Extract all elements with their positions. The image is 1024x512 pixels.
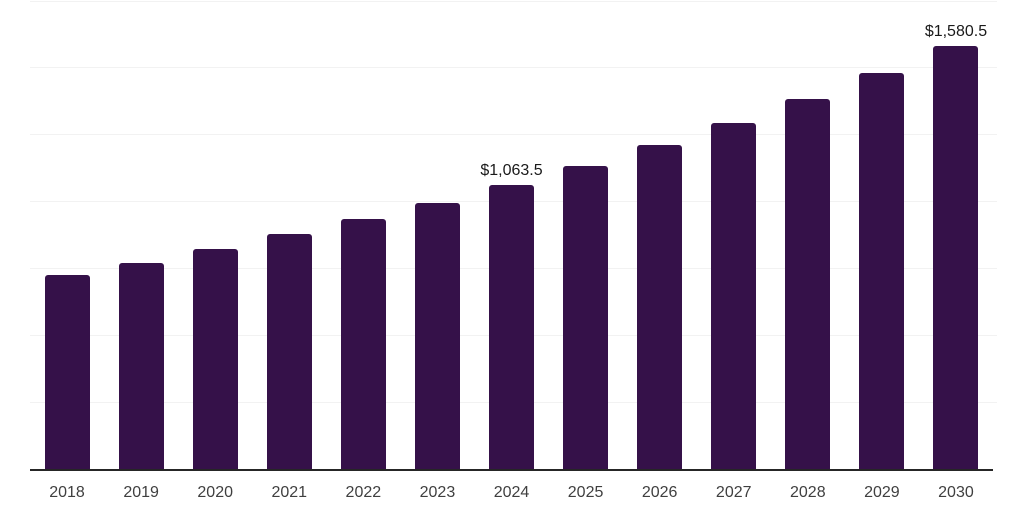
x-tick-label-2028: 2028 (790, 484, 826, 501)
bar-2019 (118, 262, 164, 469)
bar-2026 (637, 145, 683, 469)
data-label-2024: $1,063.5 (480, 161, 543, 179)
x-tick-label-2020: 2020 (197, 484, 233, 501)
x-tick-label-2029: 2029 (864, 484, 900, 501)
x-tick-label-2027: 2027 (715, 484, 752, 501)
bar-2025 (563, 165, 609, 469)
plot-area: $1,063.5 $1,580.5 (30, 0, 997, 471)
bar-2018 (44, 275, 90, 469)
bar-2023 (414, 202, 460, 469)
bar-2020 (192, 248, 238, 469)
bar-2022 (340, 218, 386, 469)
gridline-1500 (30, 67, 997, 69)
x-tick-label-2018: 2018 (49, 484, 85, 501)
gridline-1250 (30, 134, 997, 136)
x-tick-label-2030: 2030 (938, 484, 974, 501)
bar-2021 (266, 234, 312, 469)
x-axis-line (30, 469, 993, 471)
x-axis-labels: 2018 2019 2020 2021 2022 2023 2024 2025 2026 2027… (30, 483, 993, 505)
bar-2027 (711, 122, 757, 469)
x-tick-label-2022: 2022 (345, 484, 382, 501)
x-tick-label-2021: 2021 (271, 484, 308, 501)
gridline-1750 (30, 0, 997, 2)
bar-2029 (859, 73, 905, 469)
bar-2028 (785, 99, 831, 469)
x-tick-label-2023: 2023 (419, 484, 456, 501)
x-tick-label-2026: 2026 (641, 484, 678, 501)
x-tick-label-2025: 2025 (567, 484, 604, 501)
x-tick-label-2024: 2024 (493, 484, 530, 501)
x-tick-label-2019: 2019 (123, 484, 159, 501)
bar-2030 (933, 46, 979, 469)
bar-2024 (489, 184, 534, 469)
data-label-2030: $1,580.5 (924, 23, 988, 41)
